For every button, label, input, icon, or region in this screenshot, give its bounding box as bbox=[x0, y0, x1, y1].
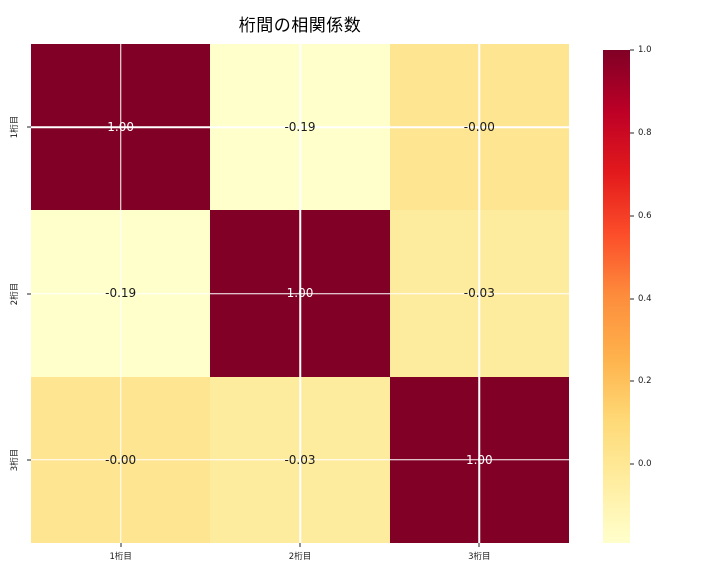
y-tick-label: 3桁目 bbox=[10, 448, 20, 472]
colorbar-tick-label: 0.8 bbox=[638, 127, 652, 138]
colorbar-tick-label: 0.4 bbox=[638, 293, 652, 304]
colorbar-tick-mark bbox=[630, 463, 634, 465]
cell-value: 1.00 bbox=[107, 120, 135, 135]
gridline-vertical bbox=[478, 44, 481, 543]
colorbar-tick-mark bbox=[630, 380, 634, 382]
colorbar-tick-label: 0.6 bbox=[638, 210, 652, 221]
chart-title: 桁間の相関係数 bbox=[238, 16, 362, 36]
cell-value: 1.00 bbox=[286, 286, 314, 301]
cell-value: 1.00 bbox=[465, 452, 493, 467]
x-axis: 1桁目 2桁目 3桁目 bbox=[31, 543, 569, 569]
y-tick-label: 1桁目 bbox=[10, 115, 20, 139]
y-axis: 1桁目 2桁目 3桁目 bbox=[0, 44, 31, 543]
colorbar-tick-mark bbox=[630, 215, 634, 217]
colorbar-tick-label: 0.2 bbox=[638, 376, 652, 387]
cell-value: -0.03 bbox=[463, 286, 495, 301]
x-tick-label: 2桁目 bbox=[288, 552, 312, 562]
colorbar-tick-mark bbox=[630, 49, 634, 51]
heatmap-grid: 1.00 -0.19 -0.00 -0.19 1.00 -0.03 -0.00 -0.03 1.… bbox=[31, 44, 569, 543]
cell-value: -0.19 bbox=[105, 286, 137, 301]
cell-value: -0.00 bbox=[105, 452, 137, 467]
x-tick-label: 1桁目 bbox=[109, 552, 132, 562]
x-tick-mark bbox=[299, 543, 301, 547]
colorbar bbox=[603, 50, 630, 543]
colorbar-tick-label: 1.0 bbox=[638, 45, 652, 55]
x-tick-mark bbox=[478, 543, 480, 547]
x-tick-label: 3桁目 bbox=[468, 552, 491, 562]
gridline-horizontal bbox=[31, 292, 569, 295]
colorbar-axis: 1.0 0.8 0.6 0.4 0.2 0.0 bbox=[630, 45, 700, 543]
colorbar-tick-mark bbox=[630, 132, 634, 134]
y-tick-mark bbox=[27, 126, 31, 128]
cell-value: -0.03 bbox=[284, 452, 316, 467]
colorbar-tick-label: 0.0 bbox=[638, 459, 652, 470]
colorbar-tick-mark bbox=[630, 298, 634, 300]
cell-value: -0.19 bbox=[284, 120, 316, 135]
y-tick-mark bbox=[27, 293, 31, 294]
gridline-horizontal bbox=[31, 459, 569, 461]
x-tick-mark bbox=[120, 543, 122, 547]
y-tick-mark bbox=[27, 459, 31, 461]
cell-value: -0.00 bbox=[463, 120, 495, 135]
y-tick-label: 2桁目 bbox=[10, 282, 20, 305]
